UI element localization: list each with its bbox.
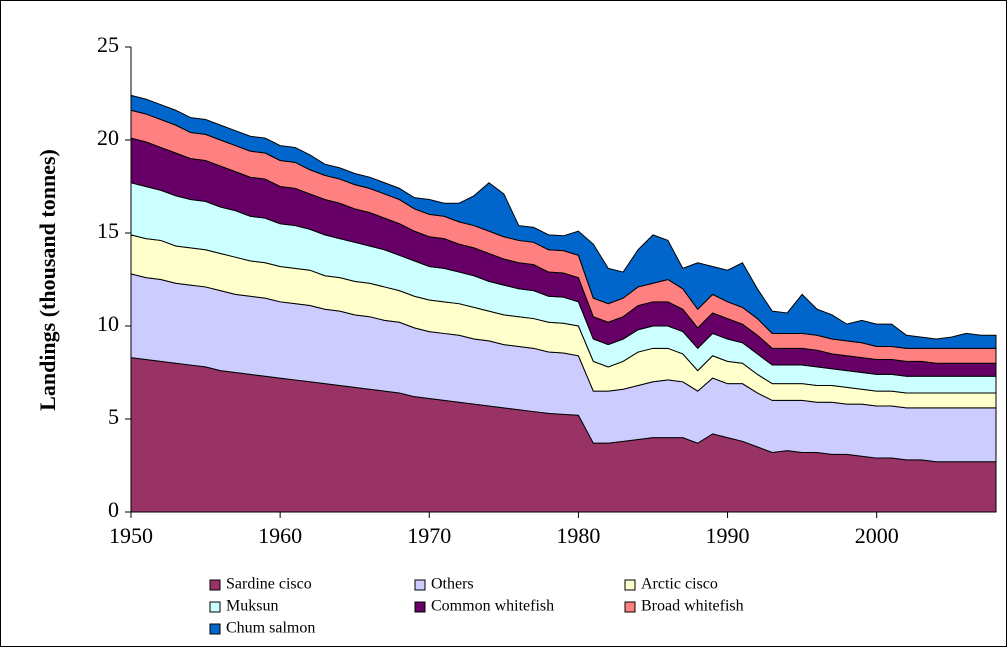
y-tick-label: 10 bbox=[97, 311, 119, 336]
x-tick-label: 2000 bbox=[855, 523, 899, 548]
legend-swatch bbox=[209, 601, 221, 613]
legend-label: Common whitefish bbox=[431, 598, 554, 615]
y-tick-label: 25 bbox=[97, 32, 119, 57]
legend-swatch bbox=[624, 579, 636, 591]
x-tick-label: 1980 bbox=[556, 523, 600, 548]
legend-swatch bbox=[624, 601, 636, 613]
legend-label: Others bbox=[431, 576, 474, 593]
area bbox=[130, 94, 997, 349]
x-tick-label: 1950 bbox=[109, 523, 153, 548]
legend-swatch bbox=[209, 623, 221, 635]
legend-label: Broad whitefish bbox=[641, 598, 744, 615]
legend-swatch bbox=[414, 601, 426, 613]
y-tick-label: 15 bbox=[97, 218, 119, 243]
x-tick-label: 1970 bbox=[407, 523, 451, 548]
y-tick-label: 0 bbox=[108, 497, 119, 522]
legend-swatch bbox=[414, 579, 426, 591]
plot: 0 5 10 15 20 25 1950 1960 1970 1980 1990 2000 Sardin… bbox=[97, 32, 997, 637]
y-tick-label: 20 bbox=[97, 125, 119, 150]
legend-label: Sardine cisco bbox=[226, 576, 312, 593]
legend-label: Chum salmon bbox=[226, 620, 315, 637]
y-tick-label: 5 bbox=[108, 404, 119, 429]
legend-label: Arctic cisco bbox=[641, 576, 718, 593]
x-tick-label: 1990 bbox=[706, 523, 750, 548]
legend-swatch bbox=[209, 579, 221, 591]
legend-label: Muksun bbox=[226, 598, 278, 615]
x-tick-label: 1960 bbox=[258, 523, 302, 548]
y-axis-label: Landings (thousand tonnes) bbox=[35, 149, 60, 411]
